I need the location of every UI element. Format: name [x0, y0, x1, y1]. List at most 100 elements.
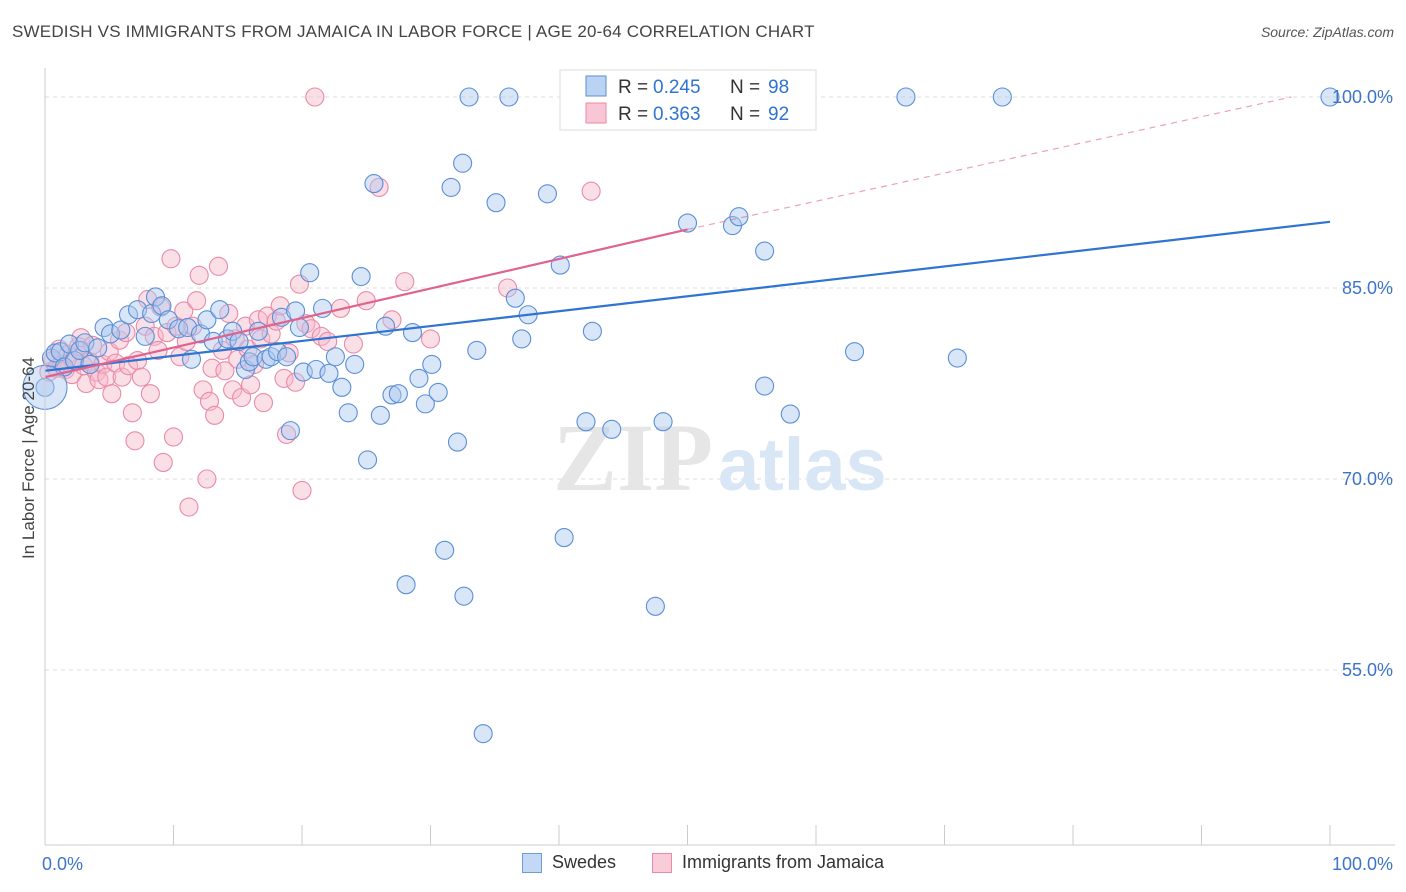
jamaica-point [140, 384, 160, 404]
swedes-point [453, 153, 473, 173]
jamaica-point [277, 424, 297, 444]
jamaica-point [161, 249, 181, 269]
legend-label-jamaica: Immigrants from Jamaica [682, 852, 885, 872]
swedes-point [947, 348, 967, 368]
jamaica-point [253, 393, 274, 413]
swedes-point [370, 405, 390, 425]
swedes-point [75, 333, 95, 353]
jamaica-point [251, 329, 271, 349]
jamaica-point [125, 431, 145, 451]
swedes-point [512, 329, 532, 349]
stats-legend-swatch-pink [585, 102, 607, 124]
jamaica-point [274, 368, 294, 388]
swedes-point [351, 266, 371, 287]
swedes-point [645, 596, 665, 616]
swedes-point [338, 403, 358, 423]
watermark: ZIP atlas [553, 404, 887, 511]
swedes-point [454, 586, 474, 606]
jamaica-point [311, 326, 331, 346]
stats-legend-r-label-pink: R = [618, 104, 653, 125]
swedes-trend-line [44, 220, 1331, 372]
swedes-point [325, 347, 345, 367]
x-tick-label: 0.0% [42, 854, 83, 874]
jamaica-point [82, 335, 103, 355]
jamaica-point [153, 452, 173, 472]
stats-legend-n-value-pink: 92 [768, 104, 789, 125]
jamaica-point [369, 177, 389, 197]
swedes-point [755, 241, 775, 261]
legend-label-swedes: Swedes [551, 852, 616, 872]
jamaica-point [343, 334, 363, 354]
swedes-point [111, 320, 131, 340]
swedes-point [409, 368, 429, 388]
jamaica-point [581, 181, 601, 201]
swedes-point [422, 354, 442, 374]
swedes-point [537, 184, 557, 204]
swedes-point [280, 421, 300, 441]
swedes-point [118, 305, 139, 325]
series-legend: Swedes Immigrants from Jamaica [0, 852, 1406, 873]
swedes-point [388, 384, 408, 404]
y-axis-label: In Labor Force | Age 20-64 [19, 357, 38, 559]
jamaica-point [193, 380, 213, 400]
swedes-point [499, 87, 519, 107]
swedes-point [88, 338, 108, 358]
swedes-point [554, 528, 574, 548]
stats-legend-r-label-blue: R = [618, 77, 653, 98]
x-tick-labels: 0.0% 100.0% [42, 854, 1393, 874]
jamaica-point [179, 497, 199, 517]
chart-title: SWEDISH VS IMMIGRANTS FROM JAMAICA IN LA… [12, 22, 815, 41]
jamaica-point [241, 375, 261, 395]
y-tick-labels: 55.0% 70.0% 85.0% 100.0% [1332, 87, 1393, 680]
x-tick-label: 100.0% [1332, 854, 1393, 874]
jamaica-point [395, 272, 415, 292]
swedes-point [197, 310, 217, 330]
swedes-point [473, 724, 493, 744]
jamaica-point [102, 384, 122, 404]
swedes-point [486, 193, 506, 213]
stats-legend-swatch-blue [585, 75, 607, 97]
legend-item-swedes[interactable]: Swedes [521, 852, 616, 873]
watermark-atlas: atlas [718, 423, 887, 506]
swedes-point [415, 394, 435, 414]
jamaica-point [208, 256, 229, 276]
swedes-point [364, 174, 384, 194]
swedes-point [268, 342, 288, 362]
jamaica-point [498, 278, 518, 298]
swedes-point [210, 300, 230, 320]
y-tick-label: 85.0% [1342, 278, 1393, 298]
swedes-point [135, 326, 155, 346]
swedes-point [428, 382, 448, 402]
swedes-point [844, 342, 865, 362]
jamaica-point [292, 480, 312, 501]
swedes-point [582, 321, 602, 341]
jamaica-point [112, 367, 132, 387]
jamaica-point [244, 354, 265, 374]
jamaica-point [163, 427, 184, 447]
swedes-point [653, 412, 673, 432]
swedes-point [467, 340, 487, 360]
axes [44, 68, 1395, 846]
swedes-point [382, 385, 402, 405]
swedes-point [152, 296, 172, 316]
stats-legend-n-label-blue: N = [730, 77, 765, 98]
swedes-point [435, 540, 455, 560]
swedes-point [992, 87, 1012, 107]
swedes-point [319, 363, 339, 383]
jamaica-point [89, 370, 109, 390]
swedes-point [447, 432, 468, 452]
swedes-point [357, 450, 378, 470]
jamaica-point [122, 403, 142, 423]
swedes-point [306, 359, 326, 380]
swedes-point [261, 347, 281, 367]
swedes-point [896, 87, 916, 107]
swedes-point [505, 288, 525, 308]
swedes-point [100, 324, 121, 344]
swedes-point [345, 354, 365, 374]
swedes-point [300, 263, 320, 283]
legend-swatch-swedes [521, 852, 542, 873]
legend-item-jamaica[interactable]: Immigrants from Jamaica [652, 852, 884, 873]
jamaica-point [205, 405, 225, 425]
watermark-zip: ZIP [553, 404, 713, 511]
